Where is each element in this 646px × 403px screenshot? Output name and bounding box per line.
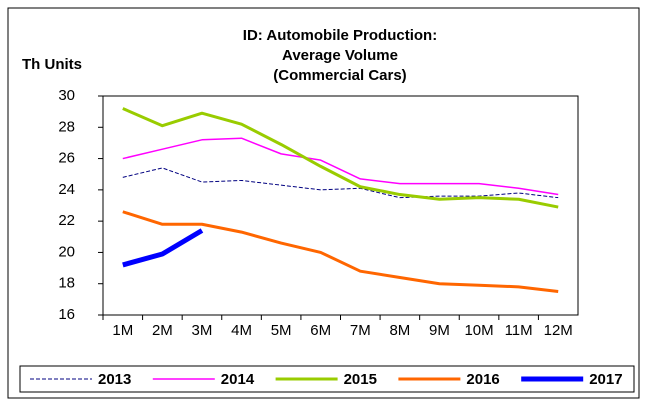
y-axis-label: Th Units bbox=[22, 56, 82, 73]
x-tick-label: 12M bbox=[544, 322, 573, 339]
x-tick-label: 1M bbox=[112, 322, 133, 339]
legend-label: 2016 bbox=[466, 371, 499, 388]
y-tick-label: 18 bbox=[58, 275, 75, 292]
y-tick-label: 16 bbox=[58, 306, 75, 323]
line-series bbox=[122, 137, 559, 196]
legend-box bbox=[19, 365, 635, 393]
x-tick-label: 7M bbox=[350, 322, 371, 339]
x-tick-label: 8M bbox=[389, 322, 410, 339]
legend-label: 2014 bbox=[221, 371, 255, 388]
line-series bbox=[122, 107, 559, 209]
x-tick-label: 6M bbox=[310, 322, 331, 339]
y-tick-label: 28 bbox=[58, 118, 75, 135]
line-series bbox=[122, 228, 204, 268]
chart-title: (Commercial Cars) bbox=[273, 67, 406, 84]
x-tick-label: 3M bbox=[192, 322, 213, 339]
y-tick-label: 20 bbox=[58, 243, 75, 260]
x-tick-label: 9M bbox=[429, 322, 450, 339]
y-tick-label: 22 bbox=[58, 212, 75, 229]
chart-title: Average Volume bbox=[282, 47, 398, 64]
x-tick-label: 5M bbox=[271, 322, 292, 339]
chart-title: ID: Automobile Production: bbox=[243, 27, 437, 44]
x-tick-label: 10M bbox=[464, 322, 493, 339]
line-series bbox=[122, 167, 559, 199]
y-tick-label: 30 bbox=[58, 87, 75, 104]
line-series bbox=[122, 210, 559, 294]
y-tick-label: 26 bbox=[58, 150, 75, 167]
legend-label: 2015 bbox=[344, 371, 377, 388]
x-tick-label: 4M bbox=[231, 322, 252, 339]
y-tick-label: 24 bbox=[58, 181, 75, 198]
legend-label: 2017 bbox=[589, 371, 622, 388]
x-tick-label: 2M bbox=[152, 322, 173, 339]
legend-label: 2013 bbox=[98, 371, 131, 388]
x-tick-label: 11M bbox=[505, 322, 533, 339]
